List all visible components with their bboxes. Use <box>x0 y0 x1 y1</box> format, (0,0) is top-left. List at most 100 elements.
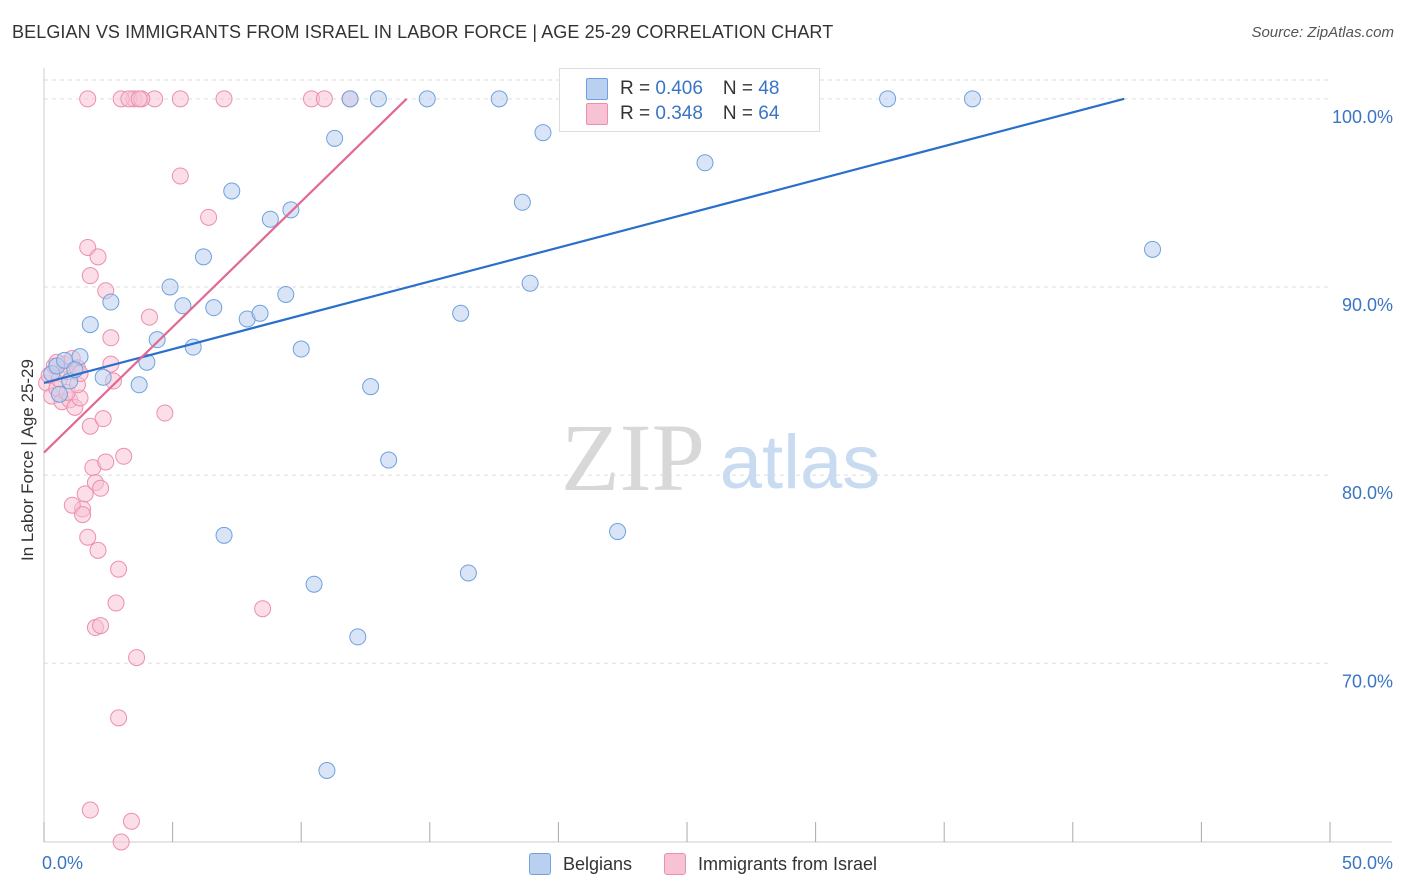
belgian-point <box>261 210 279 228</box>
legend-swatch-israel <box>586 103 608 125</box>
israel-point <box>140 308 158 326</box>
belgian-point <box>879 90 897 108</box>
belgian-point <box>380 451 398 469</box>
belgian-point <box>963 90 981 108</box>
belgian-point <box>292 340 310 358</box>
legend-r-value: 0.406 <box>655 78 703 99</box>
belgian-point <box>1144 240 1162 258</box>
israel-point <box>171 90 189 108</box>
watermark-zip: ZIP <box>561 404 705 511</box>
belgian-point <box>513 193 531 211</box>
belgian-point <box>194 248 212 266</box>
israel-point <box>254 600 272 618</box>
israel-point <box>156 404 174 422</box>
israel-point <box>110 709 128 727</box>
legend-swatch-israel <box>664 853 686 875</box>
belgian-point <box>305 575 323 593</box>
legend-row-belgians: R = 0.406 N = 48 <box>586 77 779 101</box>
belgian-point <box>205 299 223 317</box>
legend-r-value: 0.348 <box>655 103 703 124</box>
legend-swatch-belgians <box>586 78 608 100</box>
tick-labels: 100.0% 90.0% 80.0% 70.0% 0.0% 50.0% <box>42 107 1393 873</box>
belgian-point <box>459 564 477 582</box>
belgian-point <box>130 376 148 394</box>
israel-point <box>81 801 99 819</box>
belgian-point <box>418 90 436 108</box>
belgian-point <box>94 368 112 386</box>
israel-point <box>92 617 110 635</box>
israel-point <box>112 833 130 851</box>
israel-point <box>115 447 133 465</box>
belgian-point <box>341 90 359 108</box>
x-tick-label: 0.0% <box>42 853 83 873</box>
legend-n-label: N = <box>722 103 759 124</box>
x-tick-label: 50.0% <box>1342 853 1393 873</box>
belgian-point <box>318 762 336 780</box>
belgian-point <box>50 385 68 403</box>
israel-point <box>200 208 218 226</box>
belgian-point <box>452 304 470 322</box>
legend-n-value: 64 <box>758 103 780 124</box>
legend-row-israel: R = 0.348 N = 64 <box>586 102 779 126</box>
israel-point <box>76 485 94 503</box>
belgian-point <box>215 526 233 544</box>
watermark: ZIP atlas <box>561 404 880 511</box>
belgian-point <box>534 124 552 142</box>
legend-label-israel: Immigrants from Israel <box>698 853 878 874</box>
legend-item-israel[interactable]: Immigrants from Israel <box>664 853 877 875</box>
belgian-point <box>148 331 166 349</box>
trend-lines <box>43 97 1125 454</box>
israel-point <box>171 167 189 185</box>
belgian-point <box>161 278 179 296</box>
belgian-point <box>102 293 120 311</box>
legend-swatch-belgians <box>528 853 551 875</box>
israel-point <box>81 267 99 285</box>
belgian-point <box>138 353 156 371</box>
israel-point <box>79 528 97 546</box>
y-tick-label: 90.0% <box>1342 295 1393 315</box>
israel-point <box>81 417 99 435</box>
belgian-point <box>277 285 295 303</box>
belgian-point <box>609 523 627 541</box>
israel-point <box>102 329 120 347</box>
belgian-point <box>369 90 387 108</box>
belgian-point <box>251 304 269 322</box>
legend-item-belgians[interactable]: Belgians <box>528 853 632 875</box>
israel-point <box>97 453 115 471</box>
israel-point <box>89 541 107 559</box>
belgian-point <box>282 201 300 219</box>
belgian-point <box>696 154 714 172</box>
legend-r-label: R = <box>620 78 656 99</box>
legend-r-label: R = <box>620 103 656 124</box>
correlation-legend: R = 0.406 N = 48 R = 0.348 N = 64 <box>559 68 820 132</box>
y-tick-label: 100.0% <box>1332 107 1393 127</box>
israel-trend-line <box>43 98 408 454</box>
series-legend: Belgians Immigrants from Israel <box>0 851 1406 877</box>
israel-point <box>92 479 110 497</box>
belgians-trend-line <box>43 97 1125 384</box>
israel-point <box>110 560 128 578</box>
y-tick-label: 80.0% <box>1342 483 1393 503</box>
belgian-point <box>326 129 344 147</box>
belgian-point <box>349 628 367 646</box>
israel-point <box>74 506 92 524</box>
y-tick-label: 70.0% <box>1342 671 1393 691</box>
belgian-point <box>490 90 508 108</box>
axes <box>43 68 1392 843</box>
belgian-point <box>362 378 380 396</box>
legend-label-belgians: Belgians <box>562 853 632 874</box>
israel-point <box>107 594 125 612</box>
belgian-point <box>521 274 539 292</box>
y-axis-label: In Labor Force | Age 25-29 <box>18 359 37 561</box>
israel-point <box>89 248 107 266</box>
legend-n-value: 48 <box>758 78 780 99</box>
belgian-point <box>223 182 241 200</box>
legend-n-label: N = <box>722 78 759 99</box>
israel-point <box>215 90 233 108</box>
israel-point <box>122 812 140 830</box>
israel-points <box>38 90 359 851</box>
belgian-point <box>81 316 99 334</box>
israel-point <box>130 90 148 108</box>
israel-point <box>94 410 112 428</box>
